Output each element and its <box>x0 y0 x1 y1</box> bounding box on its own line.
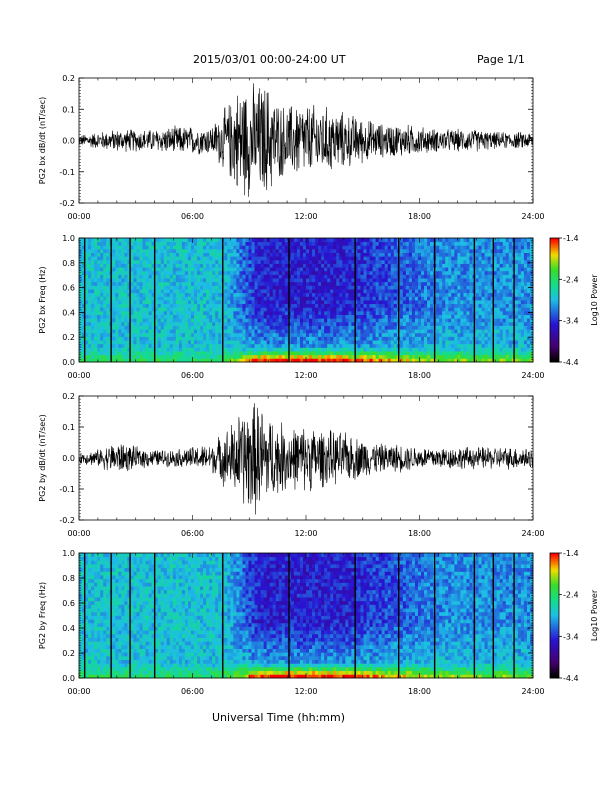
spectrogram-cells <box>79 238 534 363</box>
x-tick-label: 00:00 <box>67 212 90 221</box>
y-tick-label: 0.8 <box>62 259 75 268</box>
y-tick-label: 0.2 <box>62 333 75 342</box>
colorbar-label: Log10 Power <box>590 274 599 326</box>
y-tick-label: 0.1 <box>62 105 75 114</box>
series-line <box>78 403 534 515</box>
y-tick-label: 1.0 <box>62 234 75 243</box>
x-tick-label: 18:00 <box>408 529 431 538</box>
x-tick-label: 18:00 <box>408 212 431 221</box>
x-tick-label: 12:00 <box>294 529 317 538</box>
y-tick-label: 0.0 <box>62 358 75 367</box>
y-axis-label: PG2 bx dB/dt (nT/sec) <box>38 97 47 184</box>
y-tick-label: 0.0 <box>62 137 75 146</box>
y-tick-label: -0.1 <box>59 485 75 494</box>
panel-4: -1.4 -2.4 -3.4 -4.4 Log10 Power 0.0 0.2 0.4 0.6 0… <box>38 549 599 696</box>
x-tick-label: 12:00 <box>294 212 317 221</box>
x-tick-label: 12:00 <box>294 687 317 696</box>
y-tick-label: 0.0 <box>62 674 75 683</box>
x-tick-label: 00:00 <box>67 687 90 696</box>
colorbar-frame <box>549 237 560 363</box>
x-tick-label: 12:00 <box>294 371 317 380</box>
y-tick-label: 0.6 <box>62 599 75 608</box>
colorbar-tick-label: -3.4 <box>563 632 579 641</box>
y-tick-label: -0.2 <box>59 199 75 208</box>
y-tick-label: 0.8 <box>62 574 75 583</box>
colorbar: -1.4 -2.4 -3.4 -4.4 Log10 Power <box>549 234 599 367</box>
y-tick-label: 0.0 <box>62 454 75 463</box>
x-tick-label: 06:00 <box>181 212 204 221</box>
chart-title: 2015/03/01 00:00-24:00 UT <box>193 53 346 66</box>
y-tick-label: 0.2 <box>62 74 75 83</box>
y-axis-label: PG2 by dB/dt (nT/sec) <box>38 414 47 501</box>
x-tick-label: 24:00 <box>521 529 544 538</box>
x-tick-label: 18:00 <box>408 371 431 380</box>
colorbar-tick-label: -2.4 <box>563 275 579 284</box>
y-tick-label: 1.0 <box>62 549 75 558</box>
spectrogram-cells <box>79 553 534 679</box>
colorbar-tick-label: -3.4 <box>563 317 579 326</box>
page-label: Page 1/1 <box>477 53 525 66</box>
x-tick-label: 24:00 <box>521 212 544 221</box>
y-tick-label: 0.4 <box>62 308 75 317</box>
colorbar-label: Log10 Power <box>590 589 599 641</box>
colorbar: -1.4 -2.4 -3.4 -4.4 Log10 Power <box>549 549 599 683</box>
y-tick-label: 0.2 <box>62 649 75 658</box>
y-tick-label: 0.6 <box>62 284 75 293</box>
colorbar-tick-label: -2.4 <box>563 591 579 600</box>
y-axis-label: PG2 by Freq (Hz) <box>38 582 47 649</box>
y-tick-label: 0.2 <box>62 392 75 401</box>
x-tick-label: 00:00 <box>67 371 90 380</box>
x-tick-label: 24:00 <box>521 371 544 380</box>
panel-2: -1.4 -2.4 -3.4 -4.4 Log10 Power 0.0 0.2 0.4 0.6 0… <box>38 234 599 380</box>
x-tick-label: 00:00 <box>67 529 90 538</box>
colorbar-tick-label: -1.4 <box>563 549 579 558</box>
x-tick-label: 06:00 <box>181 687 204 696</box>
y-axis-label: PG2 bx Freq (Hz) <box>38 266 47 333</box>
x-tick-label: 24:00 <box>521 687 544 696</box>
colorbar-tick-label: -4.4 <box>563 358 579 367</box>
y-tick-label: -0.1 <box>59 168 75 177</box>
y-tick-label: -0.2 <box>59 516 75 525</box>
colorbar-tick-label: -4.4 <box>563 674 579 683</box>
x-tick-label: 06:00 <box>181 529 204 538</box>
series-line <box>78 83 534 197</box>
y-tick-label: 0.1 <box>62 423 75 432</box>
x-axis-label: Universal Time (hh:mm) <box>212 711 345 724</box>
panel-3: -0.2 -0.1 0.0 0.1 0.2 00:00 06:00 12:00 18:00 24:… <box>38 392 545 538</box>
x-tick-label: 18:00 <box>408 687 431 696</box>
panel-1: -0.2 -0.1 0.0 0.1 0.2 00:00 06:00 12:00 18:00 24:… <box>38 74 545 221</box>
colorbar-frame <box>549 552 560 679</box>
x-tick-label: 06:00 <box>181 371 204 380</box>
colorbar-tick-label: -1.4 <box>563 234 579 243</box>
y-tick-label: 0.4 <box>62 624 75 633</box>
